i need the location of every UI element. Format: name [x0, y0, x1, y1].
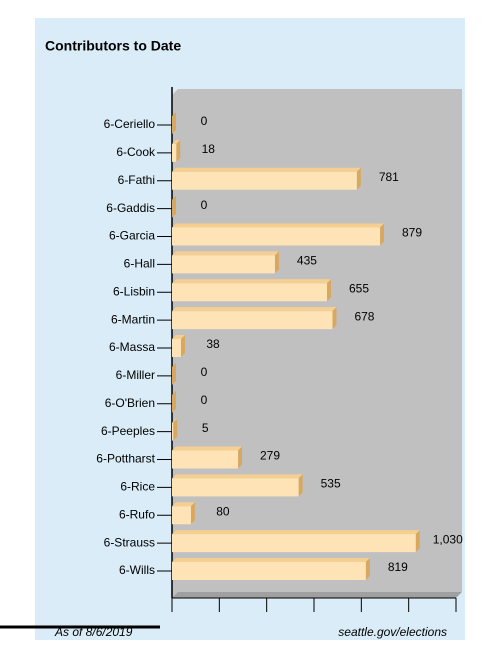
y-tick-label: 6-Lisbin [113, 284, 155, 298]
value-label: 435 [297, 254, 317, 268]
y-tick-label: 6-Rufo [119, 507, 155, 521]
value-label: 0 [201, 393, 208, 407]
y-tick-label: 6-Miller [116, 368, 155, 382]
bar [172, 307, 337, 330]
footer-left: As of 8/6/2019 [54, 625, 133, 639]
value-label: 38 [206, 337, 220, 351]
plot-floor [172, 592, 462, 598]
bar [172, 558, 370, 580]
value-label: 5 [202, 421, 209, 435]
bar [172, 139, 181, 162]
bar [172, 390, 176, 413]
bar [172, 195, 176, 218]
y-tick-label: 6-O'Brien [105, 396, 155, 410]
value-label: 655 [349, 281, 369, 295]
value-label: 678 [354, 309, 374, 323]
y-tick-label: 6-Martin [111, 312, 155, 326]
bar [172, 167, 361, 190]
chart-title: Contributors to Date [45, 38, 181, 54]
y-tick-label: 6-Massa [109, 340, 155, 354]
bar [172, 223, 385, 246]
value-label: 18 [202, 142, 216, 156]
y-tick-label: 6-Cook [116, 145, 156, 159]
bar [172, 418, 178, 441]
value-label: 0 [201, 198, 208, 212]
y-tick-label: 6-Ceriello [104, 117, 156, 131]
bar [172, 474, 303, 497]
value-label: 0 [201, 365, 208, 379]
y-tick-label: 6-Peeples [101, 424, 155, 438]
y-tick-label: 6-Wills [119, 563, 155, 577]
y-tick-label: 6-Fathi [118, 173, 155, 187]
y-tick-label: 6-Rice [120, 480, 155, 494]
y-tick-label: 6-Strauss [104, 535, 155, 549]
bar [172, 502, 195, 525]
y-tick-label: 6-Garcia [109, 229, 155, 243]
value-label: 279 [260, 449, 280, 463]
bar [172, 446, 243, 469]
bar [172, 112, 176, 134]
value-label: 1,030 [433, 532, 463, 546]
value-label: 879 [402, 226, 422, 240]
y-tick-label: 6-Gaddis [106, 201, 155, 215]
footer-right: seattle.gov/elections [338, 625, 447, 639]
bar [172, 251, 279, 274]
value-label: 781 [379, 170, 399, 184]
bar [172, 530, 420, 553]
value-label: 819 [388, 560, 408, 574]
value-label: 535 [321, 477, 341, 491]
value-label: 80 [216, 504, 230, 518]
y-tick-label: 6-Hall [124, 257, 155, 271]
bar [172, 279, 332, 302]
value-label: 0 [201, 114, 208, 128]
bar [172, 362, 176, 385]
y-tick-label: 6-Pottharst [96, 452, 155, 466]
plot-wall [172, 89, 462, 598]
bar [172, 335, 185, 357]
